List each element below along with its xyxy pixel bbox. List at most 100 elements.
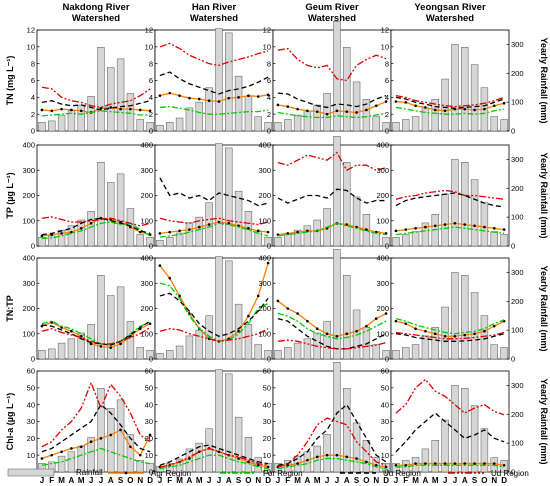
rainfall-bar-2-0-7: [107, 295, 115, 360]
rainfall-bar-2-0-0: [38, 350, 46, 360]
series-point-agr-0-0-10: [138, 108, 142, 112]
series-line-agr-2-0: [41, 321, 151, 349]
column-title-3-line-0: Yeongsan River: [414, 2, 486, 13]
series-point-agr-2-1-10: [256, 294, 260, 298]
series-line-uu-1-2: [277, 188, 387, 204]
ytick-label-3-3-50: 50: [381, 383, 389, 392]
month-label-3-6: J: [453, 476, 457, 485]
series-point-agr-2-3-7: [463, 333, 467, 337]
rainfall-bar-3-1-1: [166, 463, 174, 473]
series-line-agr-3-2: [277, 454, 387, 468]
ytick-label-2-3-200: 200: [376, 304, 389, 313]
rainfall-bar-1-2-0: [274, 237, 282, 247]
month-label-3-10: N: [491, 476, 497, 485]
series-line-agr-2-3: [395, 320, 505, 337]
rainfall-bar-2-3-0: [392, 350, 400, 360]
series-line-uu-1-0: [41, 217, 151, 236]
series-point-agr-3-3-4: [433, 462, 437, 465]
series-point-agr-3-3-2: [414, 462, 417, 465]
column-title-0-line-0: Nakdong River: [62, 2, 129, 13]
panel-0-1: 0 2 4 6 8 10 12: [145, 26, 274, 136]
series-point-agr-3-0-0: [40, 457, 44, 460]
rainfall-bar-1-0-10: [136, 234, 144, 247]
ytick-label-3-0-30: 30: [27, 417, 35, 426]
ytick-label-3-2-60: 60: [263, 367, 271, 376]
rainfall-bar-3-1-6: [215, 369, 223, 473]
ytick-label-3-0-20: 20: [27, 434, 35, 443]
rainfall-bar-2-0-6: [97, 275, 105, 360]
series-point-agr-3-0-11: [148, 433, 152, 437]
month-label-0-8: S: [118, 476, 124, 485]
rainfall-bar-1-0-0: [38, 237, 46, 247]
series-line-uu-0-1: [159, 71, 269, 95]
rainfall-bar-2-2-11: [382, 350, 390, 360]
series-point-agr-0-0-4: [79, 109, 83, 113]
series-point-agr-3-2-5: [325, 453, 329, 457]
series-point-agr-1-3-2: [414, 227, 417, 230]
series-point-agr-0-3-10: [492, 104, 496, 108]
series-point-agr-0-3-5: [443, 109, 447, 113]
series-point-agr-2-0-3: [70, 329, 73, 333]
series-point-agr-2-3-1: [404, 322, 408, 325]
panel-frame-1-3: [390, 144, 510, 247]
series-point-agr-1-3-11: [502, 228, 506, 231]
ytick-label-3-0-10: 10: [27, 451, 35, 460]
series-line-agr-2-2: [277, 300, 387, 337]
month-label-3-2: M: [412, 476, 419, 485]
rainfall-bar-3-0-5: [87, 437, 95, 473]
ytick-label-0-0-12: 12: [27, 26, 35, 35]
rainfall-tick-label-3-300: 300: [511, 381, 524, 390]
rainfall-bar-1-1-8: [234, 190, 243, 247]
rainfall-bar-1-0-5: [87, 211, 95, 247]
series-point-agr-0-2-0: [276, 103, 280, 107]
rainfall-tick-label-1-0: 0: [511, 242, 515, 251]
rainfall-bar-2-0-11: [146, 350, 154, 360]
month-label-1-11: D: [265, 476, 271, 485]
rainfall-bar-1-3-0: [392, 237, 400, 247]
rainfall-bar-1-3-1: [402, 234, 410, 247]
rainfall-bar-1-1-2: [175, 232, 184, 247]
rainfall-bar-2-3-10: [490, 344, 498, 360]
rainfall-bar-0-2-7: [343, 47, 351, 132]
series-point-agr-3-3-11: [502, 463, 506, 467]
rainfall-bar-0-2-9: [362, 99, 371, 132]
ytick-label-1-1-200: 200: [140, 191, 153, 200]
series-point-agr-0-0-7: [109, 106, 113, 109]
rainfall-bar-1-0-7: [107, 182, 115, 247]
month-label-2-3: A: [305, 476, 311, 485]
rainfall-bar-1-2-8: [352, 196, 361, 247]
ytick-label-0-3-0: 0: [385, 127, 389, 136]
ytick-label-0-0-2: 2: [31, 110, 35, 119]
series-point-agr-2-2-6: [335, 334, 339, 338]
ytick-label-0-2-4: 4: [267, 93, 271, 102]
rainfall-bar-0-2-5: [323, 93, 331, 132]
rainfall-bar-0-1-8: [234, 75, 243, 132]
panel-frame-2-3: [390, 257, 510, 360]
rainfall-bar-2-2-7: [343, 275, 351, 360]
series-point-agr-3-1-8: [237, 457, 240, 460]
rainfall-bar-0-0-10: [136, 119, 144, 132]
series-point-agr-2-0-7: [109, 346, 113, 349]
rainfall-bar-0-1-10: [254, 116, 262, 132]
series-point-agr-3-2-6: [335, 453, 339, 457]
series-line-agr-3-3: [395, 462, 505, 466]
rainfall-bar-0-1-11: [264, 122, 272, 132]
series-point-agr-0-1-7: [227, 96, 231, 100]
ytick-label-0-0-6: 6: [31, 76, 35, 85]
column-title-1-line-1: Watershed: [190, 13, 238, 24]
rainfall-bar-3-2-5: [323, 434, 331, 473]
rainfall-bar-2-0-3: [67, 338, 76, 360]
rainfall-bar-3-0-3: [67, 451, 76, 473]
series-line-ud-2-1: [159, 328, 269, 342]
series-point-agr-1-1-4: [197, 225, 201, 229]
ytick-label-1-3-200: 200: [376, 191, 389, 200]
rainfall-bar-3-0-9: [126, 434, 135, 473]
month-label-2-4: M: [314, 476, 321, 485]
month-label-1-4: M: [196, 476, 203, 485]
rainfall-bar-0-2-6: [333, 21, 341, 132]
rainfall-bar-2-2-2: [293, 342, 302, 360]
series-line-agr-1-3: [395, 222, 505, 232]
series-point-agr-2-0-11: [148, 322, 152, 325]
series-point-agr-0-2-4: [315, 110, 319, 113]
rainfall-bar-1-2-4: [313, 219, 321, 247]
